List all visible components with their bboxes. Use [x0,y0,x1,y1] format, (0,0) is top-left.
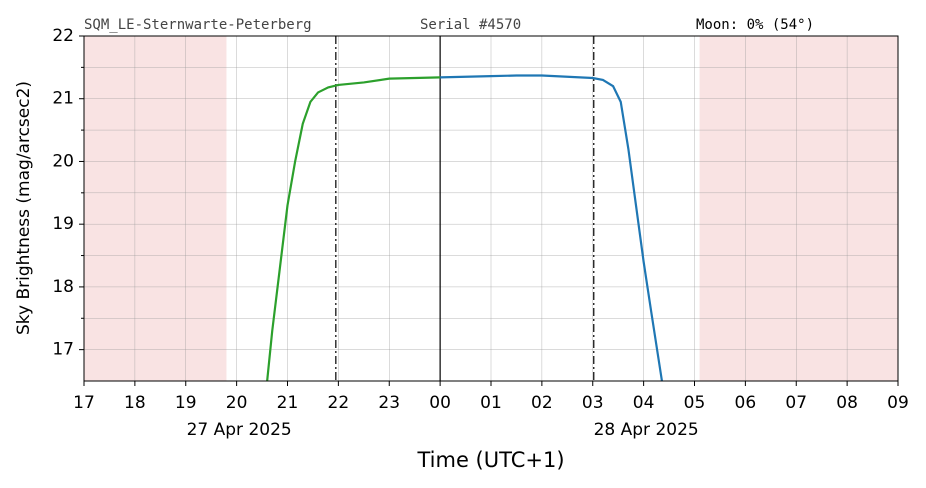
x-tick-label: 17 [73,393,95,413]
data-line [440,74,664,382]
x-tick-label: 06 [735,393,757,413]
y-tick-label: 21 [52,89,74,109]
data-line [266,76,441,382]
daylight-region [699,36,898,381]
x-axis-label: Time (UTC+1) [416,448,564,472]
y-tick-label: 18 [52,277,74,297]
station-name: SQM_LE-Sternwarte-Peterberg [84,17,312,33]
x-tick-label: 02 [531,393,553,413]
x-tick-label: 01 [480,393,502,413]
date-label: 28 Apr 2025 [594,420,699,440]
x-tick-label: 04 [633,393,655,413]
x-tick-label: 07 [785,393,807,413]
x-tick-label: 03 [582,393,604,413]
serial: Serial #4570 [420,17,521,33]
x-tick-label: 22 [328,393,350,413]
moon-info: Moon: 0% (54°) [696,17,814,33]
y-tick-label: 19 [52,214,74,234]
y-tick-label: 17 [52,340,74,360]
date-label: 27 Apr 2025 [187,420,292,440]
x-tick-label: 00 [429,393,451,413]
y-tick-label: 22 [52,26,74,46]
x-tick-label: 09 [887,393,909,413]
y-tick-label: 20 [52,151,74,171]
x-tick-label: 08 [836,393,858,413]
x-tick-label: 23 [378,393,400,413]
x-tick-label: 05 [684,393,706,413]
y-axis-label: Sky Brightness (mag/arcsec2) [14,81,34,335]
x-tick-label: 18 [124,393,146,413]
daylight-region [84,36,227,381]
x-tick-label: 20 [226,393,248,413]
x-tick-label: 19 [175,393,197,413]
x-tick-label: 21 [277,393,299,413]
